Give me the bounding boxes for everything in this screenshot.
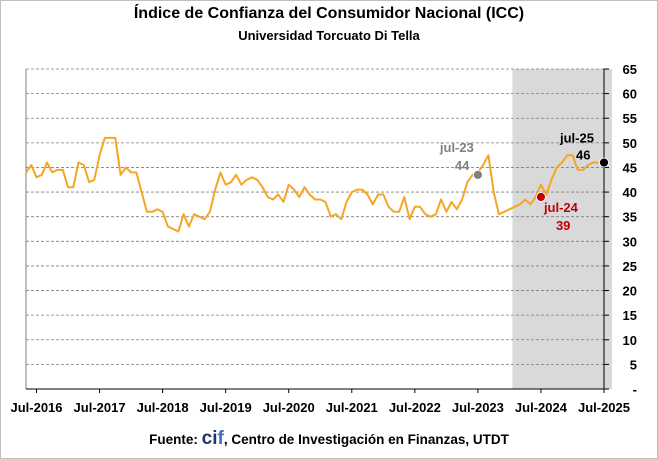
y-tick-label: 10 (623, 333, 637, 348)
cif-logo: cif (202, 428, 224, 449)
source-note: Fuente: cif, Centro de Investigación en … (0, 428, 658, 450)
series-line (25, 136, 599, 233)
y-tick-label: - (633, 382, 637, 397)
y-tick-label: 40 (623, 185, 637, 200)
shaded-period (512, 69, 612, 389)
x-tick-label: Jul-2021 (326, 400, 378, 415)
highlight-date-label: jul-25 (559, 131, 594, 146)
x-tick-label: Jul-2022 (389, 400, 441, 415)
highlight-date-label: jul-23 (439, 140, 474, 155)
cif-logo-ci: ci (201, 428, 218, 449)
y-tick-label: 30 (623, 234, 637, 249)
y-tick-label: 55 (623, 111, 637, 126)
source-prefix: Fuente: (149, 432, 202, 447)
x-tick-label: Jul-2019 (200, 400, 252, 415)
highlight-point (536, 192, 546, 202)
x-tick-label: Jul-2018 (137, 400, 189, 415)
y-tick-label: 5 (630, 357, 637, 372)
highlight-date-label: jul-24 (543, 200, 579, 215)
highlight-value-label: 39 (556, 218, 570, 233)
source-text: , Centro de Investigación en Finanzas, U… (223, 432, 509, 447)
highlight-point (599, 157, 609, 168)
x-tick-label: Jul-2020 (263, 400, 315, 415)
highlight-value-label: 46 (576, 148, 590, 163)
y-tick-label: 20 (623, 284, 637, 299)
y-tick-label: 65 (623, 62, 637, 77)
x-tick-label: Jul-2023 (452, 400, 504, 415)
x-tick-label: Jul-2025 (578, 400, 630, 415)
x-tick-label: Jul-2016 (10, 400, 62, 415)
y-tick-label: 60 (623, 87, 637, 102)
y-tick-label: 25 (623, 259, 637, 274)
chart-title: Índice de Confianza del Consumidor Nacio… (133, 5, 525, 22)
highlight-value-label: 44 (455, 158, 470, 173)
y-tick-label: 50 (623, 136, 637, 151)
x-tick-label: Jul-2017 (74, 400, 126, 415)
highlight-point (472, 169, 483, 180)
cif-logo-f: f (217, 428, 224, 449)
y-tick-label: 45 (623, 160, 637, 175)
y-tick-label: 15 (623, 308, 637, 323)
x-tick-label: Jul-2024 (515, 400, 568, 415)
y-tick-label: 35 (623, 210, 637, 225)
chart-subtitle: Universidad Torcuato Di Tella (238, 28, 420, 43)
